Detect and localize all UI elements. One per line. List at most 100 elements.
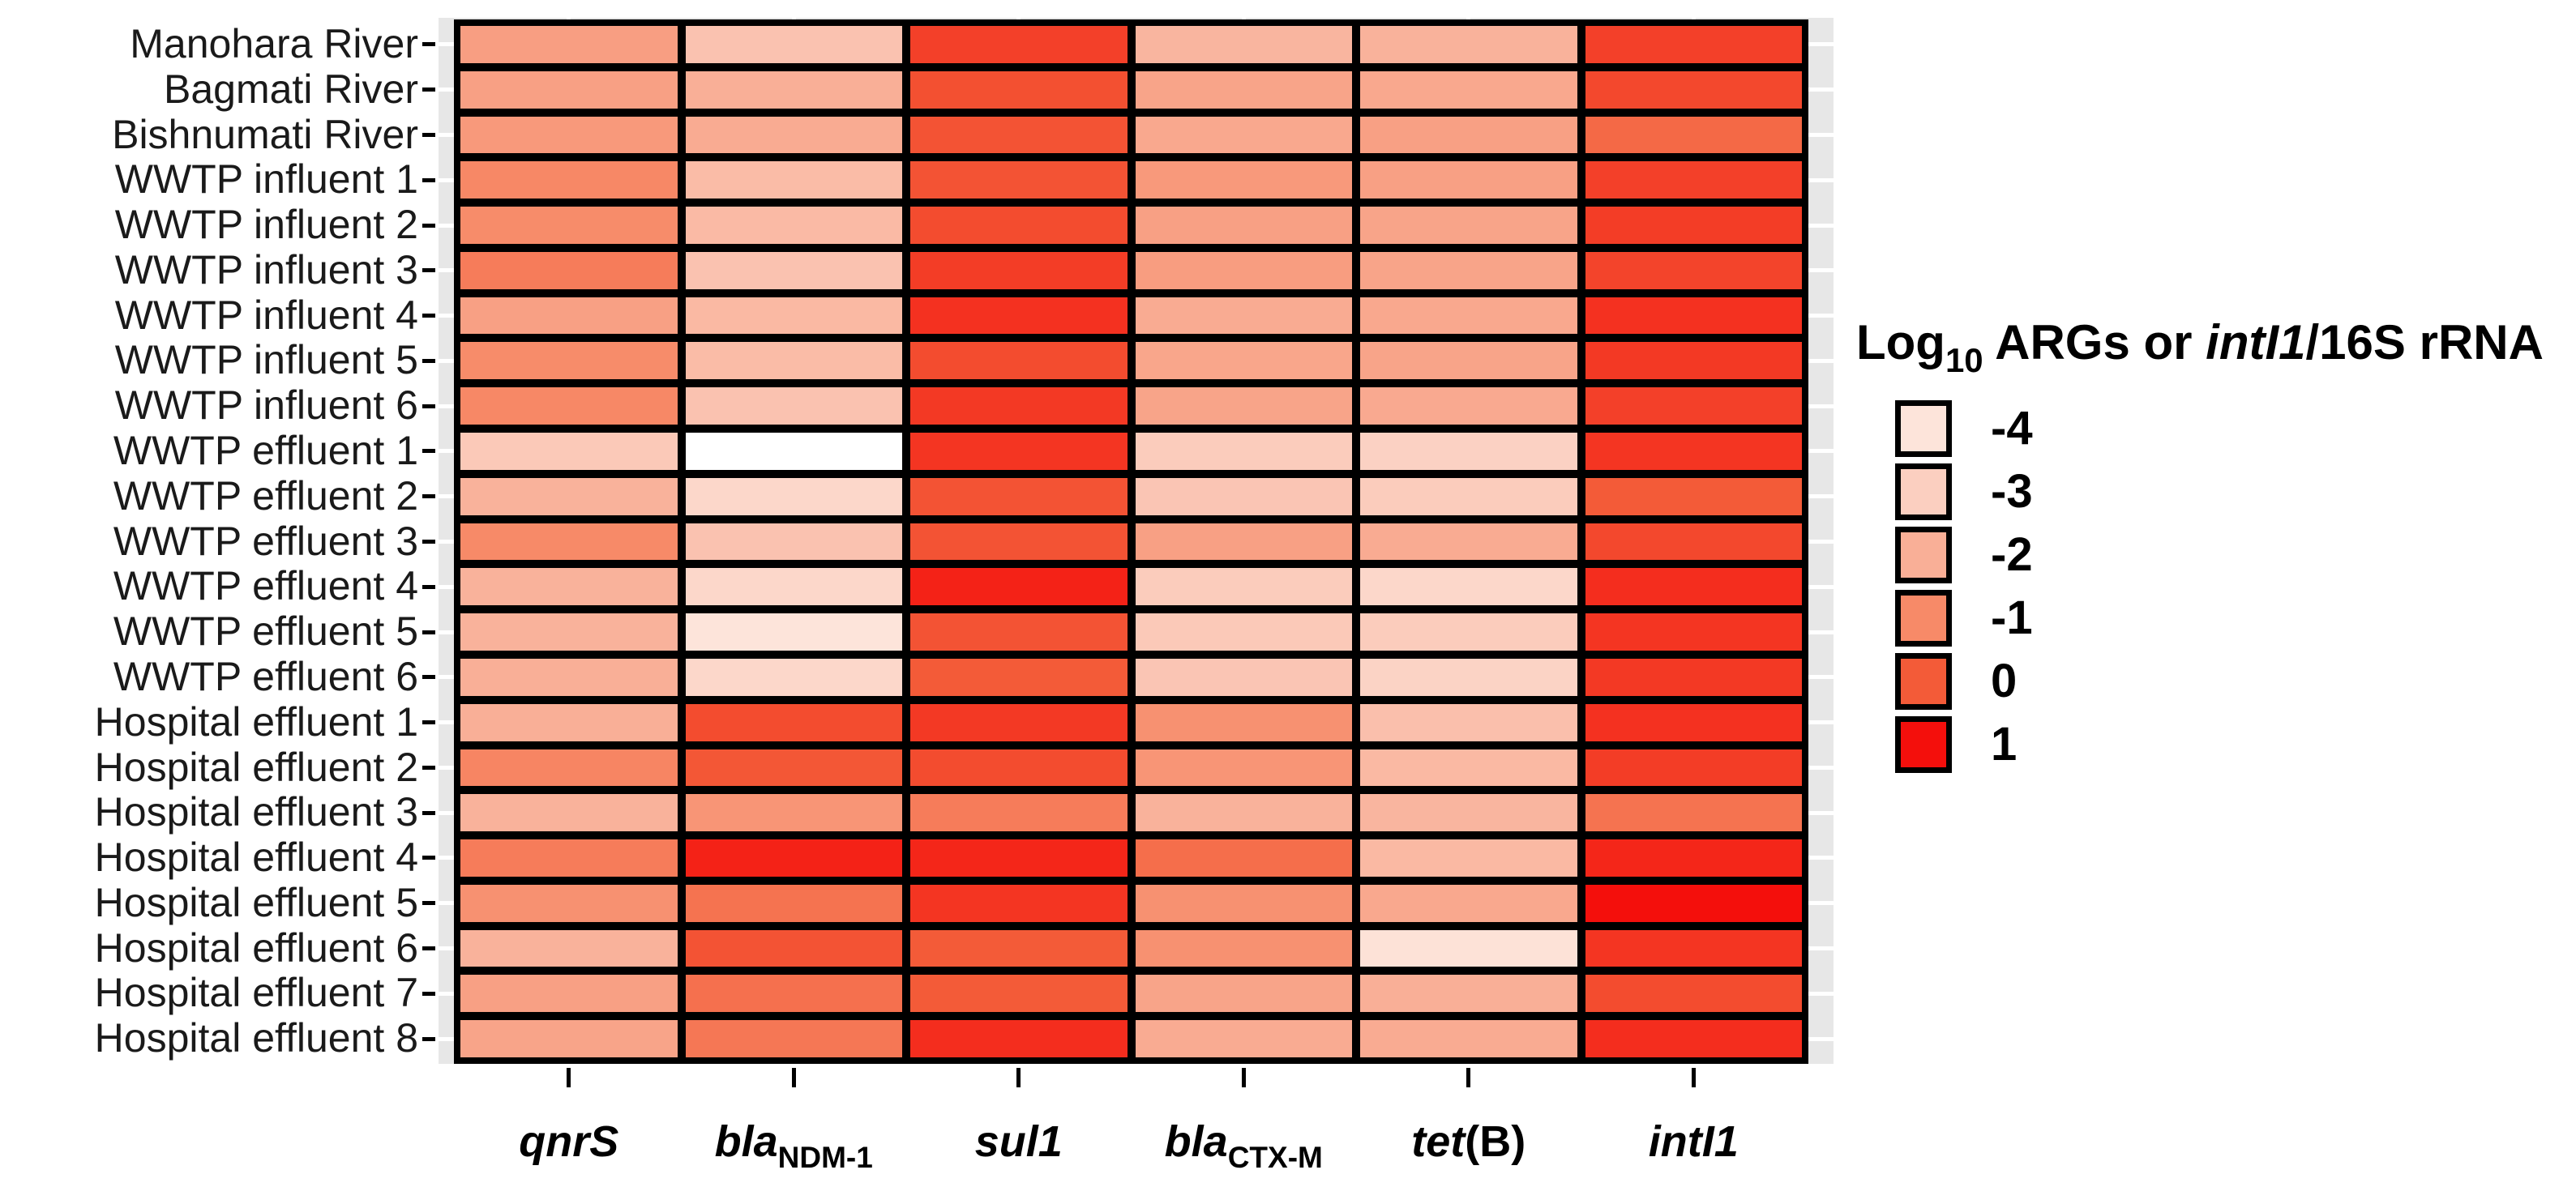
label-part: bla xyxy=(1164,1117,1228,1166)
y-tick-mark xyxy=(422,765,435,770)
heatmap-cell-wwtp-influent-2-tet(b) xyxy=(1356,203,1581,248)
heatmap-cell-wwtp-influent-6-blactx-m xyxy=(1131,383,1356,429)
heatmap-cell-hospital-effluent-3-blactx-m xyxy=(1131,790,1356,836)
heatmap-cell-bishnumati-river-inti1 xyxy=(1581,112,1806,158)
row-label: WWTP influent 4 xyxy=(114,292,418,338)
heatmap-cell-wwtp-influent-6-tet(b) xyxy=(1356,383,1581,429)
heatmap-cell-hospital-effluent-4-tet(b) xyxy=(1356,835,1581,881)
heatmap-cell-wwtp-effluent-5-sul1 xyxy=(906,609,1132,655)
heatmap-cell-wwtp-influent-3-sul1 xyxy=(906,247,1132,293)
row-label: Hospital effluent 3 xyxy=(94,789,418,835)
heatmap-cell-wwtp-effluent-3-tet(b) xyxy=(1356,519,1581,565)
heatmap-cell-bishnumati-river-tet(b) xyxy=(1356,112,1581,158)
label-part: qnrS xyxy=(519,1117,619,1166)
heatmap-cell-hospital-effluent-4-qnrs xyxy=(456,835,682,881)
label-part: intI1 xyxy=(1648,1117,1739,1166)
heatmap-cell-bishnumati-river-blandm-1 xyxy=(681,112,906,158)
heatmap-cell-bishnumati-river-sul1 xyxy=(906,112,1132,158)
heatmap-cell-wwtp-effluent-5-inti1 xyxy=(1581,609,1806,655)
heatmap-cell-wwtp-effluent-4-blactx-m xyxy=(1131,564,1356,610)
legend-value-label: -2 xyxy=(1991,528,2033,581)
heatmap-cell-hospital-effluent-8-qnrs xyxy=(456,1016,682,1061)
heatmap-cell-wwtp-effluent-4-sul1 xyxy=(906,564,1132,610)
heatmap-cell-wwtp-influent-2-qnrs xyxy=(456,203,682,248)
heatmap-cell-hospital-effluent-2-tet(b) xyxy=(1356,745,1581,791)
heatmap-cell-hospital-effluent-2-blandm-1 xyxy=(681,745,906,791)
heatmap-cell-wwtp-influent-1-sul1 xyxy=(906,157,1132,203)
row-label: WWTP influent 5 xyxy=(114,337,418,383)
label-part: Log xyxy=(1856,315,1945,369)
heatmap-cell-wwtp-effluent-2-qnrs xyxy=(456,473,682,519)
heatmap-cell-bagmati-river-qnrs xyxy=(456,66,682,113)
row-label: Hospital effluent 5 xyxy=(94,879,418,925)
heatmap-cell-wwtp-influent-4-blandm-1 xyxy=(681,292,906,339)
heatmap-cell-wwtp-influent-4-tet(b) xyxy=(1356,292,1581,339)
heatmap-cell-hospital-effluent-3-sul1 xyxy=(906,790,1132,836)
y-tick-mark xyxy=(422,675,435,680)
row-label: Hospital effluent 8 xyxy=(94,1015,418,1061)
y-tick-mark xyxy=(422,991,435,996)
heatmap-cell-hospital-effluent-1-sul1 xyxy=(906,699,1132,745)
row-label: Hospital effluent 2 xyxy=(94,744,418,790)
column-label-sul1: sul1 xyxy=(841,1117,1197,1167)
legend-value-label: 0 xyxy=(1991,655,2018,707)
legend-swatch xyxy=(1895,716,1952,773)
heatmap-cell-wwtp-influent-3-tet(b) xyxy=(1356,247,1581,293)
heatmap-cell-wwtp-influent-3-blactx-m xyxy=(1131,247,1356,293)
label-part: tet xyxy=(1411,1117,1466,1166)
label-part: /16S rRNA xyxy=(2305,315,2544,369)
column-label-blactx-m: blaCTX-M xyxy=(1065,1117,1422,1175)
label-part: sul1 xyxy=(974,1117,1063,1166)
heatmap-cell-wwtp-influent-1-blandm-1 xyxy=(681,157,906,203)
x-tick-mark xyxy=(567,1068,571,1087)
heatmap-cell-hospital-effluent-3-inti1 xyxy=(1581,790,1806,836)
heatmap-cell-hospital-effluent-1-blactx-m xyxy=(1131,699,1356,745)
heatmap-cell-hospital-effluent-6-tet(b) xyxy=(1356,925,1581,971)
heatmap-cell-wwtp-effluent-6-qnrs xyxy=(456,654,682,700)
heatmap-cell-hospital-effluent-1-qnrs xyxy=(456,699,682,745)
heatmap-cell-hospital-effluent-7-blandm-1 xyxy=(681,971,906,1017)
heatmap-cell-wwtp-influent-2-blandm-1 xyxy=(681,203,906,248)
legend-value-label: -3 xyxy=(1991,465,2033,518)
row-label: WWTP influent 1 xyxy=(114,156,418,203)
heatmap-cell-bishnumati-river-qnrs xyxy=(456,112,682,158)
heatmap-cell-wwtp-influent-4-blactx-m xyxy=(1131,292,1356,339)
heatmap-cell-wwtp-influent-2-inti1 xyxy=(1581,203,1806,248)
y-tick-mark xyxy=(422,946,435,951)
heatmap-cell-wwtp-effluent-3-blandm-1 xyxy=(681,519,906,565)
heatmap-cell-hospital-effluent-2-qnrs xyxy=(456,745,682,791)
heatmap-cell-wwtp-effluent-5-tet(b) xyxy=(1356,609,1581,655)
row-label: WWTP effluent 5 xyxy=(113,608,418,655)
heatmap-cell-wwtp-influent-5-qnrs xyxy=(456,338,682,384)
heatmap-cell-hospital-effluent-7-tet(b) xyxy=(1356,971,1581,1017)
heatmap-cell-wwtp-influent-6-qnrs xyxy=(456,383,682,429)
label-part: NDM-1 xyxy=(777,1141,873,1174)
heatmap-cell-hospital-effluent-6-qnrs xyxy=(456,925,682,971)
legend-swatch xyxy=(1895,527,1952,583)
x-tick-mark xyxy=(1016,1068,1021,1087)
heatmap-cell-wwtp-influent-4-qnrs xyxy=(456,292,682,339)
y-tick-mark xyxy=(422,810,435,815)
legend-value-label: -1 xyxy=(1991,591,2033,644)
heatmap-cell-wwtp-effluent-2-blandm-1 xyxy=(681,473,906,519)
y-tick-mark xyxy=(422,856,435,860)
heatmap-cell-wwtp-effluent-3-inti1 xyxy=(1581,519,1806,565)
heatmap-cell-hospital-effluent-7-inti1 xyxy=(1581,971,1806,1017)
row-label: Bagmati River xyxy=(164,66,418,112)
heatmap-cell-hospital-effluent-4-inti1 xyxy=(1581,835,1806,881)
row-label: WWTP influent 6 xyxy=(114,382,418,429)
heatmap-cell-wwtp-effluent-1-sul1 xyxy=(906,429,1132,474)
heatmap-cell-wwtp-influent-5-blandm-1 xyxy=(681,338,906,384)
heatmap-cell-hospital-effluent-5-blandm-1 xyxy=(681,880,906,926)
legend-swatch xyxy=(1895,400,1952,457)
heatmap-cell-bagmati-river-blandm-1 xyxy=(681,66,906,113)
heatmap-cell-wwtp-influent-6-sul1 xyxy=(906,383,1132,429)
y-tick-mark xyxy=(422,584,435,589)
row-label: Hospital effluent 7 xyxy=(94,970,418,1016)
heatmap-cells-grid xyxy=(454,19,1808,1064)
heatmap-cell-hospital-effluent-5-inti1 xyxy=(1581,880,1806,926)
heatmap-cell-hospital-effluent-7-qnrs xyxy=(456,971,682,1017)
heatmap-cell-wwtp-effluent-2-blactx-m xyxy=(1131,473,1356,519)
label-part: (B) xyxy=(1465,1117,1526,1166)
y-tick-mark xyxy=(422,223,435,228)
